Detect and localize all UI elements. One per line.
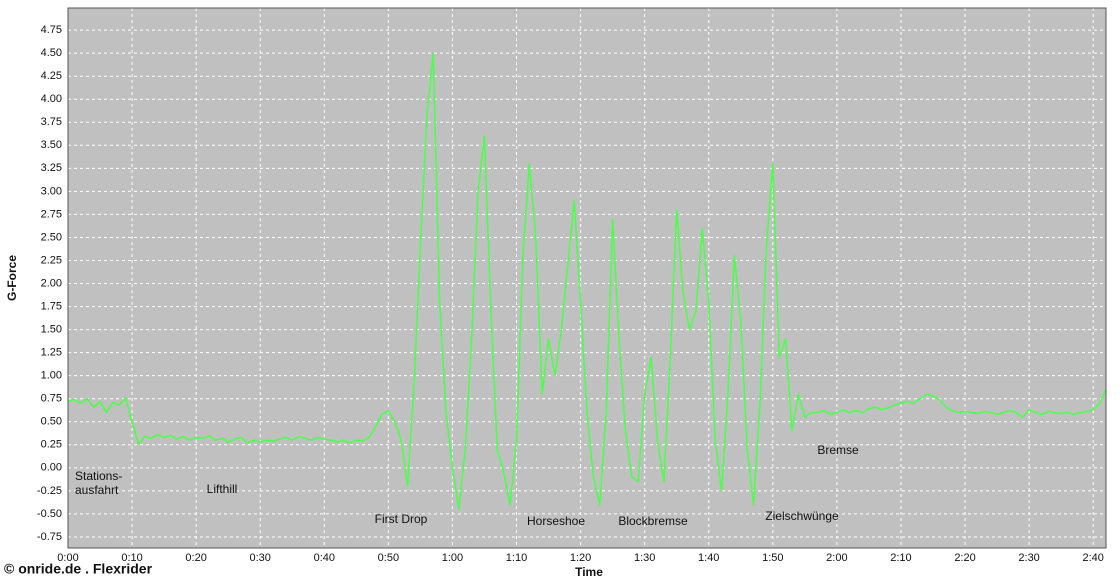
annotation: Horseshoe (527, 514, 585, 528)
x-tick-label: 0:40 (314, 552, 335, 564)
y-tick-label: -0.75 (37, 531, 62, 543)
y-tick-label: 0.00 (41, 462, 62, 474)
g-force-line (67, 52, 1107, 511)
plot-area (68, 8, 1106, 548)
y-tick-label: 1.75 (41, 300, 62, 312)
annotation: Lifthill (207, 482, 238, 496)
x-tick-label: 1:30 (634, 552, 655, 564)
x-tick-label: 0:20 (185, 552, 206, 564)
y-tick-label: 2.25 (41, 254, 62, 266)
y-tick-label: 4.25 (41, 70, 62, 82)
annotation: Blockbremse (618, 514, 688, 528)
y-tick-label: 4.50 (41, 47, 62, 59)
y-tick-label: 1.25 (41, 347, 62, 359)
y-tick-label: 3.75 (41, 116, 62, 128)
y-tick-label: 4.75 (41, 24, 62, 36)
y-tick-label: 2.75 (41, 208, 62, 220)
annotation: Zielschwünge (765, 509, 839, 523)
x-tick-label: 0:50 (378, 552, 399, 564)
annotation: Bremse (817, 443, 859, 457)
y-tick-label: 1.00 (41, 370, 62, 382)
y-tick-label: 2.00 (41, 277, 62, 289)
grid (67, 8, 1106, 548)
x-tick-label: 2:20 (954, 552, 975, 564)
y-tick-label: 0.75 (41, 393, 62, 405)
y-tick-label: -0.25 (37, 485, 62, 497)
x-tick-label: 0:00 (57, 552, 78, 564)
x-tick-label: 2:10 (890, 552, 911, 564)
x-tick-label: 1:20 (570, 552, 591, 564)
x-tick-label: 2:30 (1018, 552, 1039, 564)
y-tick-label: 3.50 (41, 139, 62, 151)
annotation: First Drop (375, 512, 428, 526)
y-tick-label: 3.00 (41, 185, 62, 197)
x-tick-label: 0:10 (121, 552, 142, 564)
y-tick-label: -0.50 (37, 508, 62, 520)
credit: © onride.de . Flexrider (4, 561, 153, 577)
y-tick-label: 3.25 (41, 162, 62, 174)
y-tick-label: 1.50 (41, 324, 62, 336)
annotation: Stations-ausfahrt (75, 469, 122, 497)
y-tick-label: 0.25 (41, 439, 62, 451)
x-tick-label: 2:40 (1082, 552, 1103, 564)
y-tick-label: 2.50 (41, 231, 62, 243)
x-axis-title: Time (575, 565, 603, 579)
x-tick-label: 1:50 (762, 552, 783, 564)
y-tick-label: 0.50 (41, 416, 62, 428)
plot-frame (67, 7, 1107, 549)
x-tick-label: 0:30 (250, 552, 271, 564)
y-tick-label: 4.00 (41, 93, 62, 105)
x-tick-label: 1:00 (442, 552, 463, 564)
x-tick-label: 2:00 (826, 552, 847, 564)
marks (67, 52, 1107, 511)
x-tick-label: 1:40 (698, 552, 719, 564)
y-axis-title: G-Force (5, 255, 19, 301)
x-tick-label: 1:10 (506, 552, 527, 564)
